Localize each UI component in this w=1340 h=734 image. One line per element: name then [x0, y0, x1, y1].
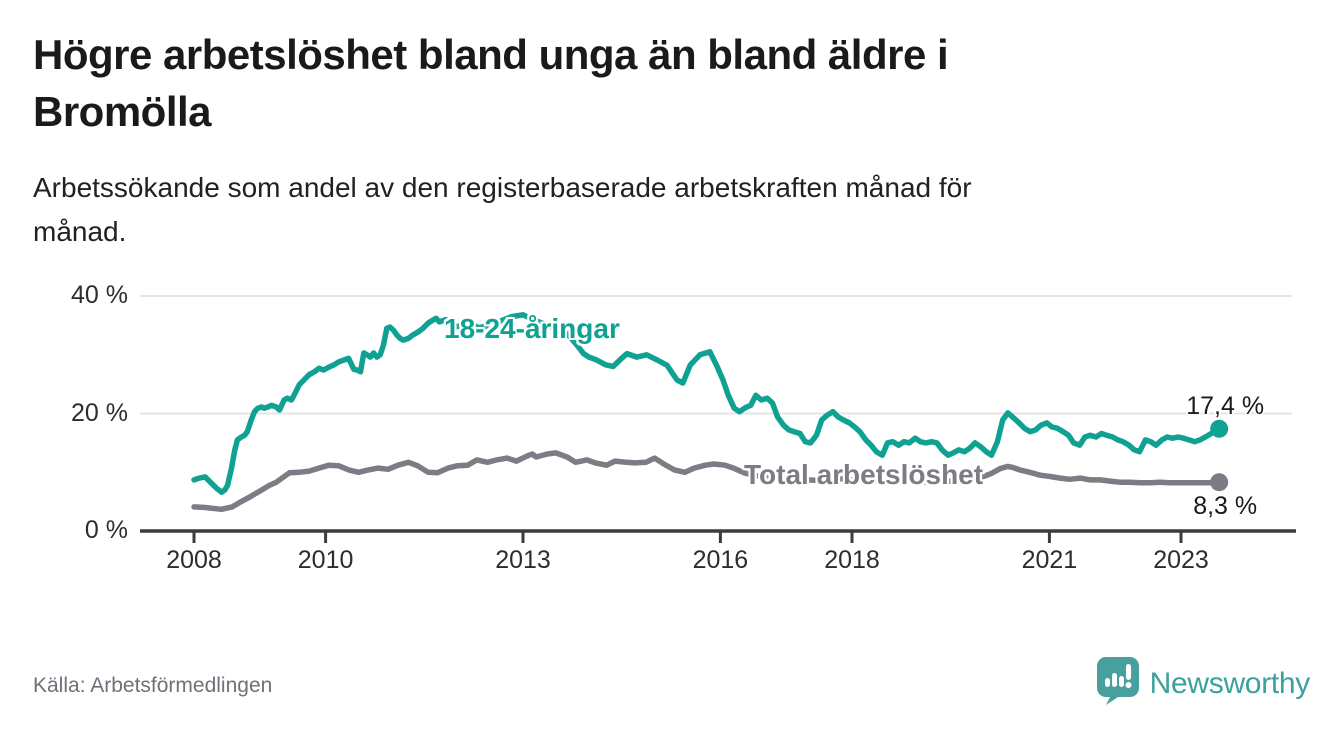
page-title-line-1: Högre arbetslöshet bland unga än bland ä… [33, 31, 949, 78]
x-tick-label-2013: 2013 [495, 546, 551, 574]
end-value-label-young: 17,4 % [1186, 391, 1265, 420]
chart-subtitle-line-1: Arbetssökande som andel av den registerb… [33, 172, 972, 203]
y-tick-label-20: 20 % [71, 398, 128, 427]
chart-subtitle-line-2: månad. [33, 215, 127, 247]
x-tick-label-2023: 2023 [1153, 546, 1209, 574]
end-value-label-total: 8,3 % [1193, 492, 1258, 521]
series-label-young: 18-24-åringar [444, 313, 620, 344]
series-end-dots [1210, 419, 1229, 492]
x-tick-label-2018: 2018 [824, 546, 880, 574]
page-title: Högre arbetslöshet bland unga än bland ä… [33, 26, 1313, 140]
source-note: Källa: Arbetsförmedlingen [33, 674, 273, 697]
y-tick-label-40: 40 % [71, 281, 128, 309]
x-tick-label-2021: 2021 [1021, 546, 1078, 574]
x-axis-ticks [192, 531, 1183, 543]
newsworthy-logo-icon [1096, 656, 1140, 711]
newsworthy-logo: Newsworthy [1096, 656, 1310, 711]
chart-subtitle: Arbetssökande som andel av den registerb… [33, 166, 1313, 254]
series-label-total: Total arbetslöshet [744, 459, 984, 490]
x-tick-label-2008: 2008 [166, 546, 222, 574]
newsworthy-logo-text: Newsworthy [1149, 666, 1311, 700]
x-tick-label-2010: 2010 [297, 546, 354, 574]
gridlines [140, 295, 1292, 415]
y-tick-label-0: 0 % [84, 516, 128, 544]
series-lines [191, 312, 1222, 513]
x-tick-label-2016: 2016 [692, 546, 749, 574]
page-title-line-2: Bromölla [33, 88, 212, 136]
